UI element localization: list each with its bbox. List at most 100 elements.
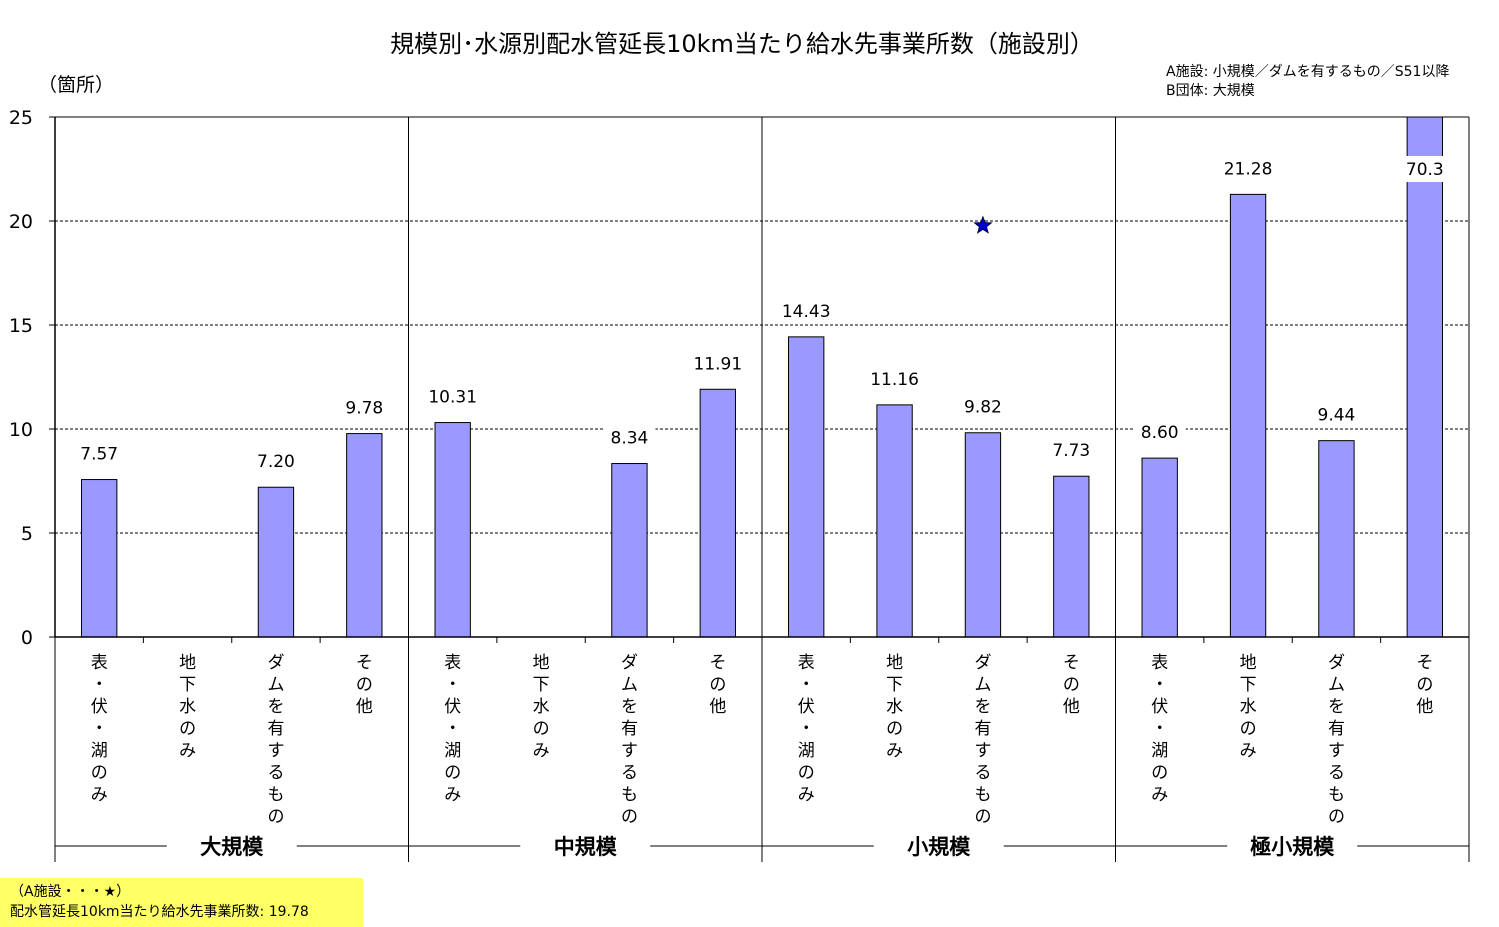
category-label-char: 湖 xyxy=(798,741,815,761)
data-label: 9.78 xyxy=(345,399,383,419)
category-label-char: を xyxy=(621,697,638,717)
category-label-char: す xyxy=(974,741,991,761)
data-label-bg xyxy=(863,365,926,392)
category-label-char: 水 xyxy=(1240,697,1257,717)
data-label-bg xyxy=(775,297,838,324)
category-label-char: そ xyxy=(1063,653,1080,673)
data-label-bg xyxy=(1217,155,1280,182)
bar xyxy=(434,422,471,638)
y-tick-label: 5 xyxy=(21,523,33,545)
category-label-char: 伏 xyxy=(444,697,461,717)
note-box: （A施設・・・★） 配水管延長10km当たり給水先事業所数: 19.78 xyxy=(0,878,363,927)
data-label: 7.20 xyxy=(257,452,295,472)
category-label-char: 有 xyxy=(621,719,638,739)
category-label-char: 表 xyxy=(1151,653,1168,673)
category-label-char: ム xyxy=(1328,675,1345,695)
category-label-char: 下 xyxy=(533,675,550,695)
category-label-char: み xyxy=(444,785,461,805)
category-label-char: 下 xyxy=(179,675,196,695)
category-label-char: み xyxy=(798,785,815,805)
category-label-char: の xyxy=(1416,675,1433,695)
category-label-char: の xyxy=(267,807,284,827)
data-label-bg xyxy=(603,424,656,451)
category-label-char: の xyxy=(1063,675,1080,695)
category-label-char: み xyxy=(1151,785,1168,805)
data-label: 7.73 xyxy=(1052,441,1090,461)
bar xyxy=(876,404,913,638)
group-label: 大規模 xyxy=(200,835,264,859)
y-axis-unit-label: （箇所） xyxy=(38,74,114,96)
data-label: 8.34 xyxy=(611,429,649,449)
category-label-char: み xyxy=(886,741,903,761)
category-label-char: 他 xyxy=(1416,697,1433,717)
category-label-char: の xyxy=(533,719,550,739)
bar xyxy=(1229,193,1267,638)
category-label-char: ダ xyxy=(974,653,991,673)
category-label-char: す xyxy=(621,741,638,761)
note-line-1: （A施設・・・★） xyxy=(10,884,131,900)
group-label: 極小規模 xyxy=(1250,835,1335,859)
y-tick-label: 25 xyxy=(9,107,33,129)
category-label-char: 表 xyxy=(798,653,815,673)
data-label-bg xyxy=(1045,437,1098,464)
category-label-char: ・ xyxy=(91,719,108,739)
y-tick-label: 0 xyxy=(21,627,33,649)
y-tick-label: 20 xyxy=(9,211,33,233)
category-label-char: ・ xyxy=(1151,675,1168,695)
category-label-char: の xyxy=(886,719,903,739)
category-label-char: 湖 xyxy=(91,741,108,761)
category-label-char: そ xyxy=(356,653,373,673)
category-label-char: ・ xyxy=(1151,719,1168,739)
category-label-char: 他 xyxy=(709,697,726,717)
category-label-char: み xyxy=(91,785,108,805)
category-label-char: 地 xyxy=(179,653,196,673)
data-label-bg xyxy=(338,394,391,421)
y-tick-label: 15 xyxy=(9,315,33,337)
category-label-char: す xyxy=(1328,741,1345,761)
category-label-char: 水 xyxy=(179,697,196,717)
category-label-char: 他 xyxy=(1063,697,1080,717)
category-label-char: 伏 xyxy=(91,697,108,717)
data-label: 21.28 xyxy=(1224,159,1273,179)
category-label-char: ・ xyxy=(444,675,461,695)
data-label-bg xyxy=(1398,156,1451,182)
category-label-char: の xyxy=(91,763,108,783)
category-label-char: み xyxy=(1240,741,1257,761)
data-label: 14.43 xyxy=(782,302,831,322)
star-marker xyxy=(973,215,993,234)
category-label-char: ム xyxy=(974,675,991,695)
category-label-char: を xyxy=(974,697,991,717)
bar xyxy=(1053,475,1090,638)
category-label-char: 水 xyxy=(886,697,903,717)
category-label-char: そ xyxy=(1416,653,1433,673)
data-label: 70.3 xyxy=(1406,160,1444,180)
category-label-char: 湖 xyxy=(444,741,461,761)
category-label-char: み xyxy=(533,741,550,761)
category-label-char: ・ xyxy=(798,675,815,695)
data-label-bg xyxy=(686,350,749,377)
category-label-char: の xyxy=(179,719,196,739)
bar xyxy=(788,336,825,638)
category-label-char: る xyxy=(1328,763,1345,783)
category-label-char: の xyxy=(1151,763,1168,783)
category-label-char: の xyxy=(444,763,461,783)
marker xyxy=(973,215,993,234)
category-label-char: ダ xyxy=(267,653,284,673)
data-label: 11.16 xyxy=(870,370,919,390)
category-label-char: み xyxy=(179,741,196,761)
note-line-2: 配水管延長10km当たり給水先事業所数: 19.78 xyxy=(10,904,309,920)
data-label: 8.60 xyxy=(1141,423,1179,443)
data-labels: 7.57 7.20 9.78 10.31 8.34 11.91 14.43 11.16 9.82… xyxy=(73,155,1451,475)
category-label-char: そ xyxy=(709,653,726,673)
bar xyxy=(1318,440,1355,638)
category-label-char: も xyxy=(974,785,991,805)
axes: 0 5 10 15 20 25 xyxy=(9,107,1470,862)
bar xyxy=(1406,116,1443,638)
category-label-char: 地 xyxy=(533,653,550,673)
data-label-bg xyxy=(421,383,484,410)
bar xyxy=(964,432,1002,638)
group-labels: 大規模 中規模 小規模 極小規模 xyxy=(55,835,1469,859)
category-label-char: 地 xyxy=(886,653,903,673)
category-label-char: 有 xyxy=(267,719,284,739)
